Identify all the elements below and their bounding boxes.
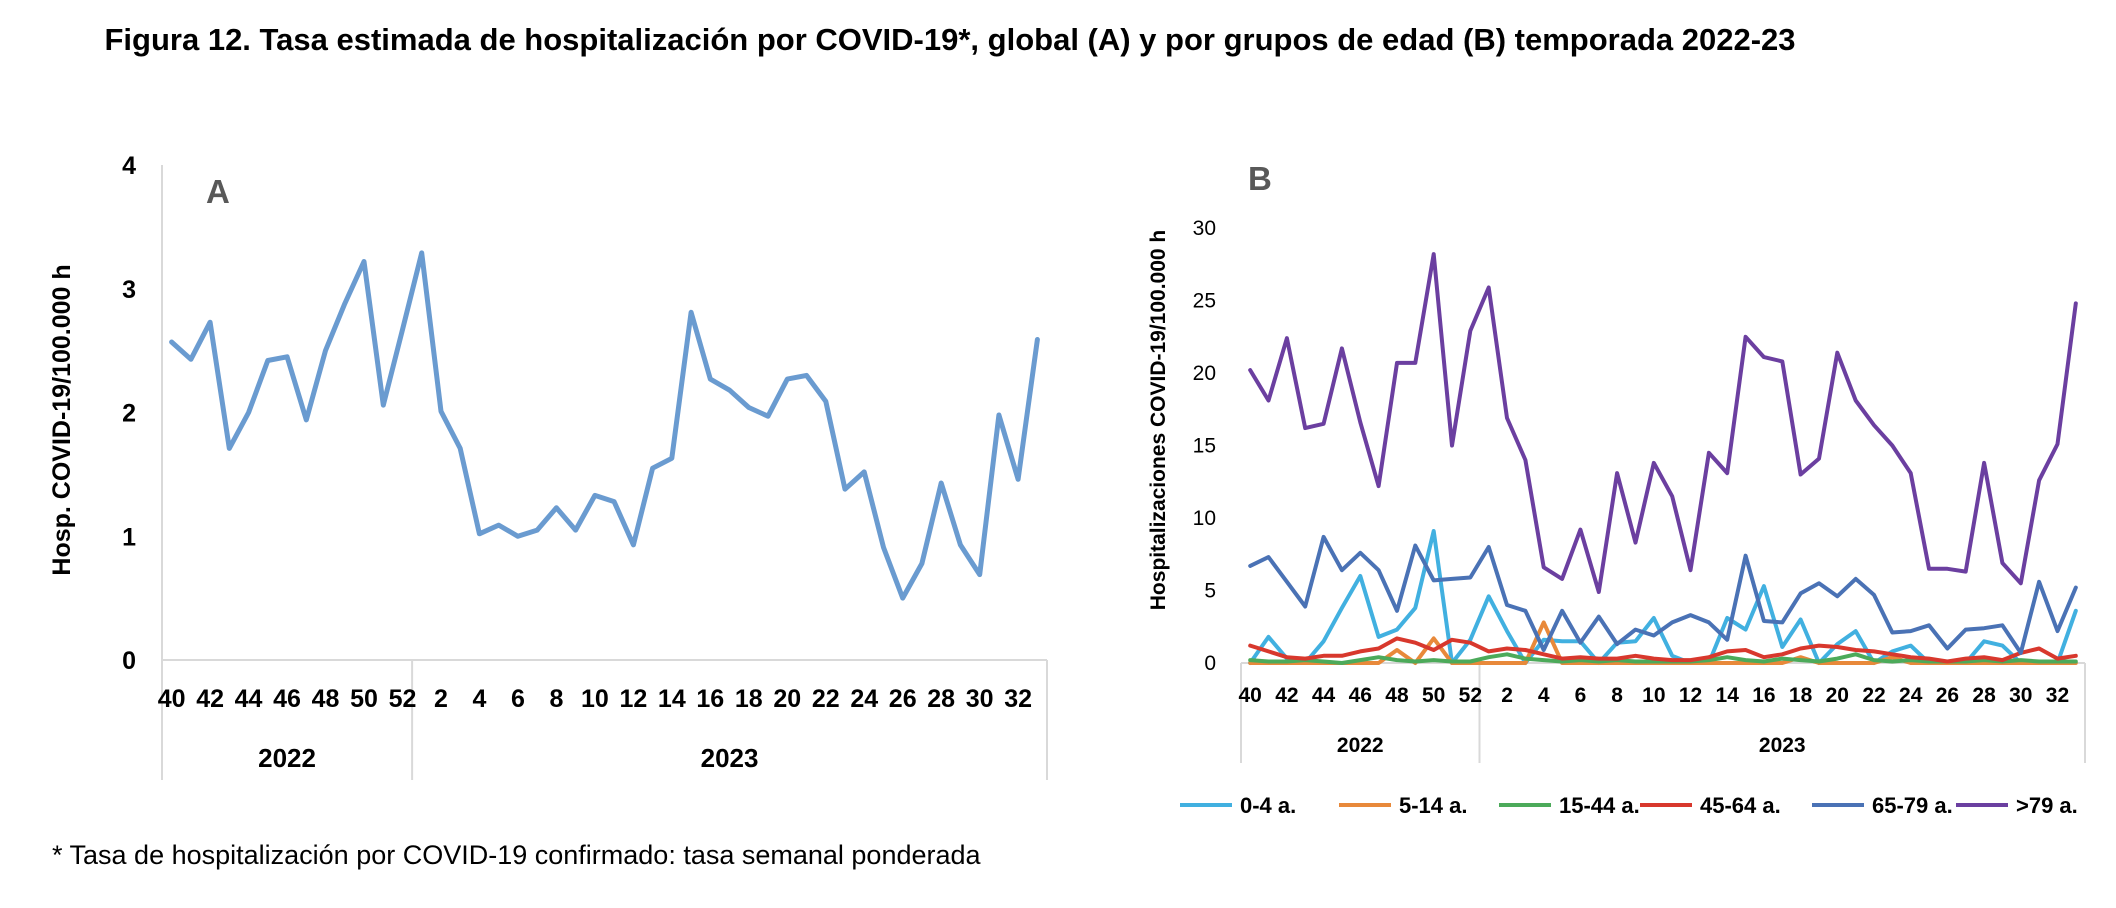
y-axis-title: Hospitalizaciones COVID-19/100.000 h <box>1147 230 1170 610</box>
panel-label: A <box>206 173 230 210</box>
legend-item: 65-79 a. <box>1812 793 1953 818</box>
x-tick-label: 52 <box>389 685 417 713</box>
series-3 <box>1248 636 2078 664</box>
x-tick-label: 2 <box>1501 684 1513 707</box>
y-tick-label: 2 <box>122 400 136 428</box>
x-tick-label: 50 <box>1422 684 1445 707</box>
x-tick-label: 24 <box>850 685 878 713</box>
y-tick-label: 20 <box>1193 362 1216 385</box>
x-tick-label: 40 <box>158 685 186 713</box>
x-tick-label: 6 <box>1575 684 1587 707</box>
x-tick-label: 46 <box>1349 684 1372 707</box>
x-tick-label: 44 <box>235 685 263 713</box>
series-line <box>1248 636 2078 664</box>
y-tick-label: 10 <box>1193 507 1216 530</box>
y-tick-label: 0 <box>1204 652 1216 675</box>
y-tick-label: 25 <box>1193 290 1216 313</box>
year-label: 2023 <box>1759 734 1806 757</box>
legend-label: >79 a. <box>2016 793 2078 818</box>
x-tick-label: 18 <box>1789 684 1813 707</box>
x-tick-label: 28 <box>927 685 955 713</box>
x-tick-label: 46 <box>273 685 301 713</box>
x-tick-label: 8 <box>549 685 563 713</box>
footnote: * Tasa de hospitalización por COVID-19 c… <box>52 840 981 870</box>
x-tick-label: 20 <box>773 685 801 713</box>
x-tick-label: 26 <box>1936 684 1959 707</box>
year-label: 2022 <box>1337 734 1384 757</box>
x-tick-label: 22 <box>1862 684 1885 707</box>
legend-item: >79 a. <box>1956 793 2078 818</box>
x-tick-label: 10 <box>581 685 609 713</box>
legend-item: 15-44 a. <box>1499 793 1640 818</box>
y-tick-label: 4 <box>122 152 136 180</box>
legend-label: 65-79 a. <box>1872 793 1953 818</box>
y-axis-title: Hosp. COVID-19/100.000 h <box>48 264 76 575</box>
x-tick-label: 28 <box>1972 684 1996 707</box>
series-0 <box>169 250 1040 601</box>
panel-label: B <box>1248 160 1272 197</box>
y-tick-label: 5 <box>1204 580 1216 603</box>
legend-label: 0-4 a. <box>1240 793 1296 818</box>
x-tick-label: 14 <box>1716 684 1740 707</box>
y-tick-label: 1 <box>122 523 136 551</box>
x-tick-label: 12 <box>619 685 647 713</box>
y-tick-label: 0 <box>122 647 136 675</box>
x-tick-label: 48 <box>1385 684 1409 707</box>
series-4 <box>1248 534 2078 655</box>
legend-item: 45-64 a. <box>1640 793 1781 818</box>
x-tick-label: 32 <box>1004 685 1032 713</box>
x-tick-label: 12 <box>1679 684 1702 707</box>
x-tick-label: 40 <box>1238 684 1261 707</box>
x-tick-label: 30 <box>966 685 994 713</box>
legend-label: 15-44 a. <box>1559 793 1640 818</box>
x-tick-label: 4 <box>1538 684 1550 707</box>
x-tick-label: 26 <box>889 685 917 713</box>
legend-item: 0-4 a. <box>1180 793 1296 818</box>
x-tick-label: 6 <box>511 685 525 713</box>
y-tick-label: 15 <box>1193 435 1216 458</box>
legend-label: 45-64 a. <box>1700 793 1781 818</box>
series-5 <box>1248 252 2078 594</box>
year-label: 2023 <box>701 743 759 773</box>
legend-label: 5-14 a. <box>1399 793 1468 818</box>
series-line <box>1248 534 2078 655</box>
x-tick-label: 2 <box>434 685 448 713</box>
x-tick-label: 42 <box>1275 684 1298 707</box>
legend: 0-4 a. 5-14 a. 15-44 a. 45-64 a. 65-79 a. >79… <box>1180 793 2078 818</box>
x-tick-label: 42 <box>196 685 224 713</box>
x-tick-label: 32 <box>2046 684 2069 707</box>
series-line <box>1248 252 2078 594</box>
y-tick-label: 30 <box>1193 217 1216 240</box>
x-tick-label: 52 <box>1459 684 1482 707</box>
x-tick-label: 10 <box>1642 684 1665 707</box>
x-tick-label: 16 <box>696 685 724 713</box>
x-tick-label: 4 <box>472 685 486 713</box>
x-tick-label: 16 <box>1752 684 1775 707</box>
figure-title: Figura 12. Tasa estimada de hospitalizac… <box>104 22 1796 57</box>
legend-item: 5-14 a. <box>1339 793 1468 818</box>
x-tick-label: 20 <box>1826 684 1849 707</box>
x-tick-label: 50 <box>350 685 378 713</box>
x-tick-label: 44 <box>1312 684 1336 707</box>
series-line <box>169 250 1040 601</box>
year-label: 2022 <box>258 743 316 773</box>
x-tick-label: 14 <box>658 685 686 713</box>
x-tick-label: 18 <box>735 685 763 713</box>
x-tick-label: 22 <box>812 685 840 713</box>
x-tick-label: 30 <box>2009 684 2032 707</box>
y-tick-label: 3 <box>122 276 136 304</box>
x-tick-label: 8 <box>1611 684 1623 707</box>
x-tick-label: 48 <box>312 685 340 713</box>
x-tick-label: 24 <box>1899 684 1923 707</box>
